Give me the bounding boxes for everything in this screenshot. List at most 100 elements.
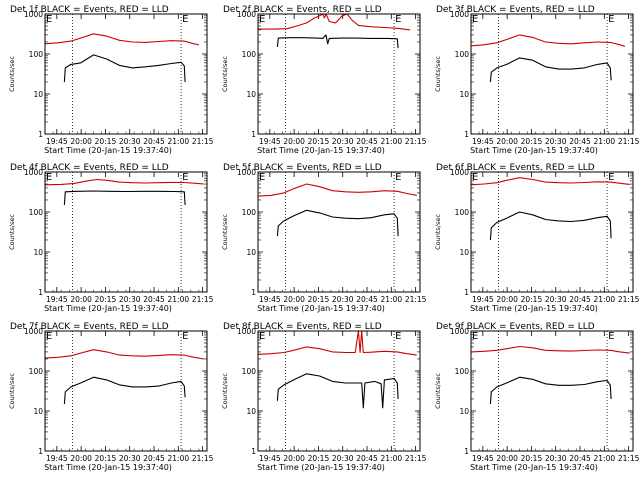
- x-tick-label: 19:45: [46, 295, 68, 304]
- y-tick-label: 1: [464, 130, 469, 139]
- y-tick-label: 1: [38, 447, 43, 456]
- x-tick-label: 20:30: [119, 454, 141, 463]
- x-tick-label: 21:00: [594, 295, 616, 304]
- panel-title: Det 2f BLACK = Events, RED = LLD: [223, 5, 382, 15]
- corner-marker-right: E: [395, 331, 401, 342]
- x-tick-label: 21:00: [381, 454, 403, 463]
- x-tick-label: 21:00: [594, 137, 616, 146]
- series-line-events: [489, 57, 612, 83]
- x-tick-label: 19:45: [46, 137, 68, 146]
- y-tick-label: 10: [33, 90, 43, 99]
- series-line-events: [276, 34, 399, 49]
- x-tick-label: 21:15: [405, 295, 427, 304]
- series-line-lld: [470, 177, 630, 186]
- x-tick-label: 20:45: [569, 295, 591, 304]
- y-tick-label: 10: [33, 407, 43, 416]
- series-line-lld: [44, 349, 204, 360]
- y-tick-label: 1: [464, 447, 469, 456]
- x-tick-label: 21:15: [618, 295, 640, 304]
- y-tick-label: 10: [459, 407, 469, 416]
- y-tick-label: 100: [455, 367, 470, 376]
- x-axis-label: Start Time (20-Jan-15 19:37:40): [257, 304, 385, 313]
- corner-marker-right: E: [182, 14, 188, 25]
- chart-panel-3: Det 3f BLACK = Events, RED = LLD 1 10 100 10…: [434, 5, 640, 155]
- x-tick-label: 20:30: [119, 137, 141, 146]
- y-tick-label: 1: [251, 447, 256, 456]
- plot-frame: [257, 330, 421, 452]
- x-tick-label: 21:15: [192, 137, 214, 146]
- x-tick-label: 20:00: [283, 295, 305, 304]
- panel-title: Det 5f BLACK = Events, RED = LLD: [223, 163, 382, 173]
- series-line-events: [63, 190, 186, 206]
- x-axis-label: Start Time (20-Jan-15 19:37:40): [470, 304, 598, 313]
- corner-marker-left: E: [46, 172, 52, 183]
- x-axis-label: Start Time (20-Jan-15 19:37:40): [257, 146, 385, 155]
- y-axis-label: Counts/sec: [8, 56, 16, 92]
- x-tick-label: 20:30: [545, 137, 567, 146]
- x-tick-label: 20:15: [521, 454, 543, 463]
- x-tick-label: 20:00: [496, 137, 518, 146]
- x-tick-label: 20:45: [569, 454, 591, 463]
- x-tick-label: 20:00: [283, 137, 305, 146]
- series-line-events: [276, 373, 399, 409]
- x-tick-label: 19:45: [472, 295, 494, 304]
- y-tick-label: 100: [455, 50, 470, 59]
- x-tick-label: 20:15: [95, 137, 117, 146]
- series-line-lld: [470, 34, 626, 47]
- corner-marker-right: E: [395, 172, 401, 183]
- x-tick-label: 21:15: [618, 137, 640, 146]
- x-tick-label: 20:00: [496, 454, 518, 463]
- chart-panel-4: Det 4f BLACK = Events, RED = LLD 1 10 100 10…: [8, 163, 214, 313]
- corner-marker-left: E: [472, 172, 478, 183]
- x-tick-label: 21:15: [405, 137, 427, 146]
- y-tick-label: 1000: [237, 168, 256, 177]
- series-line-events: [489, 376, 612, 405]
- y-tick-label: 100: [29, 208, 44, 217]
- y-tick-label: 1000: [24, 10, 43, 19]
- corner-marker-right: E: [608, 172, 614, 183]
- x-tick-label: 20:15: [308, 137, 330, 146]
- chart-panel-2: Det 2f BLACK = Events, RED = LLD 1 10 100 10…: [221, 5, 427, 155]
- series-line-lld: [44, 33, 200, 46]
- y-tick-label: 1000: [24, 327, 43, 336]
- x-tick-label: 20:00: [496, 295, 518, 304]
- y-tick-label: 10: [459, 90, 469, 99]
- corner-marker-left: E: [472, 14, 478, 25]
- chart-panel-6: Det 6f BLACK = Events, RED = LLD 1 10 100 10…: [434, 163, 640, 313]
- y-tick-label: 100: [242, 367, 257, 376]
- y-tick-label: 1000: [24, 168, 43, 177]
- x-tick-label: 21:00: [168, 454, 190, 463]
- y-tick-label: 100: [455, 208, 470, 217]
- panel-title: Det 4f BLACK = Events, RED = LLD: [10, 163, 169, 173]
- plot-frame: [470, 171, 634, 293]
- x-tick-label: 19:45: [472, 454, 494, 463]
- x-tick-label: 20:45: [143, 295, 165, 304]
- series-line-lld: [44, 178, 204, 186]
- x-tick-label: 20:30: [332, 295, 354, 304]
- series-line-lld: [258, 13, 411, 31]
- x-tick-label: 20:30: [119, 295, 141, 304]
- panel-title: Det 7f BLACK = Events, RED = LLD: [10, 322, 169, 332]
- y-tick-label: 1000: [450, 327, 469, 336]
- y-tick-label: 1: [464, 288, 469, 297]
- series-line-lld: [257, 330, 417, 356]
- x-tick-label: 20:15: [521, 295, 543, 304]
- panel-title: Det 3f BLACK = Events, RED = LLD: [436, 5, 595, 15]
- series-line-lld: [470, 345, 630, 354]
- x-tick-label: 19:45: [259, 454, 281, 463]
- plot-frame: [44, 330, 208, 452]
- panel-title: Det 9f BLACK = Events, RED = LLD: [436, 322, 595, 332]
- y-tick-label: 100: [242, 208, 257, 217]
- series-line-events: [489, 211, 612, 241]
- plot-frame: [44, 171, 208, 293]
- x-axis-label: Start Time (20-Jan-15 19:37:40): [470, 463, 598, 472]
- chart-panel-8: Det 8f BLACK = Events, RED = LLD 1 10 100 10…: [221, 322, 427, 472]
- x-tick-label: 20:30: [545, 295, 567, 304]
- corner-marker-right: E: [608, 14, 614, 25]
- x-tick-label: 21:00: [381, 137, 403, 146]
- plot-frame: [470, 13, 634, 135]
- x-axis-label: Start Time (20-Jan-15 19:37:40): [470, 146, 598, 155]
- y-axis-label: Counts/sec: [221, 56, 229, 92]
- x-tick-label: 20:45: [143, 454, 165, 463]
